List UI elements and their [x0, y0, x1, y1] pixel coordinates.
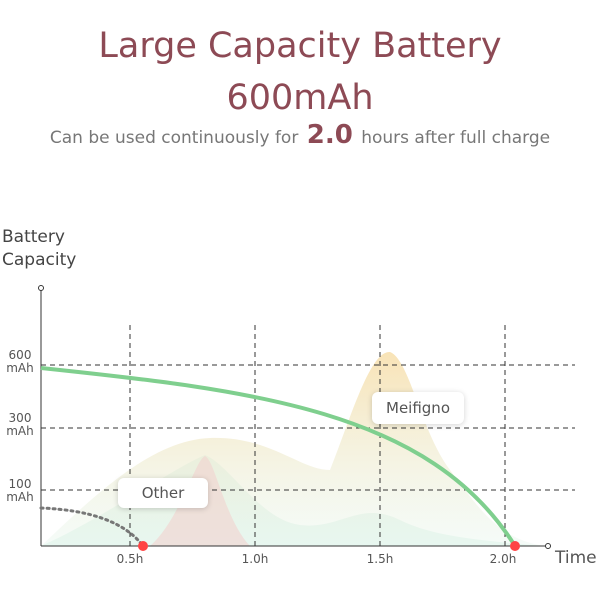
subtitle: Can be used continuously for 2.0 hours a… — [0, 120, 600, 150]
callout: Meifigno — [372, 392, 464, 424]
x-tick-label: 1.0h — [241, 552, 269, 566]
other-curve — [39, 506, 145, 548]
title: Large Capacity Battery — [98, 26, 502, 66]
end-dot — [510, 541, 520, 551]
grid — [41, 325, 575, 546]
x-tick-label: 2.0h — [489, 552, 517, 566]
subtitle-text: hours after full charge — [361, 128, 551, 148]
capacity: 600mAh — [226, 78, 374, 118]
y-tick-label: 300 mAh — [6, 411, 34, 438]
axis-end — [545, 543, 551, 549]
y-axis-label: Battery Capacity — [2, 227, 77, 270]
y-tick-label: 600 mAh — [6, 348, 34, 375]
axis-end — [38, 285, 44, 291]
x-tick-label: 0.5h — [116, 552, 144, 566]
callout: Other — [118, 478, 208, 508]
x-axis-label: Time — [555, 548, 597, 568]
meifigno-curve — [40, 366, 517, 548]
end-dot — [138, 541, 148, 551]
subtitle-text: Can be used continuously for — [49, 128, 299, 148]
background-shape — [41, 455, 545, 546]
x-tick-label: 1.5h — [366, 552, 394, 566]
y-tick-label: 100 mAh — [6, 477, 34, 504]
highlight: 2.0 — [306, 120, 353, 150]
